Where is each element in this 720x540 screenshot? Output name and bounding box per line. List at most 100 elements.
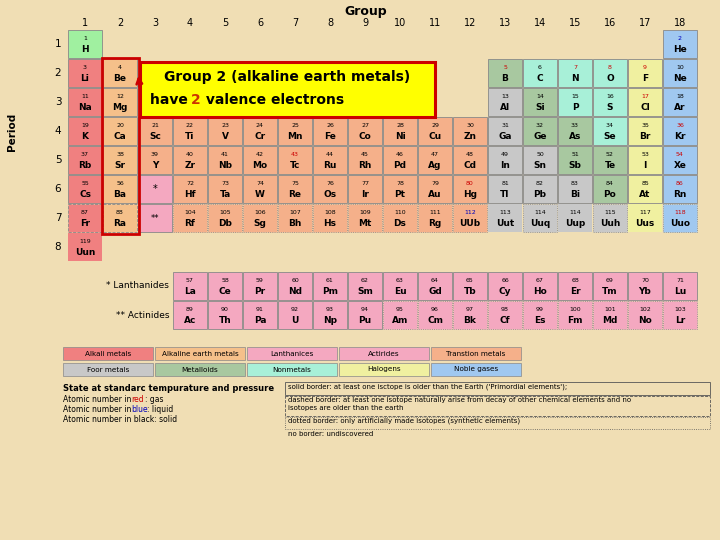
Text: 50: 50 (536, 152, 544, 157)
Text: Pa: Pa (253, 316, 266, 325)
Text: 28: 28 (396, 123, 404, 128)
Text: 85: 85 (641, 181, 649, 186)
Text: Group 2 (alkaline earth metals): Group 2 (alkaline earth metals) (164, 70, 410, 84)
Text: Bh: Bh (288, 219, 302, 228)
Text: 17: 17 (639, 18, 651, 28)
Text: Noble gases: Noble gases (454, 367, 498, 373)
Text: 84: 84 (606, 181, 614, 186)
Text: 65: 65 (466, 278, 474, 283)
Text: 5: 5 (503, 65, 507, 70)
Bar (418, 272, 452, 300)
Text: 96: 96 (431, 307, 439, 312)
Text: Pu: Pu (359, 316, 372, 325)
Text: 72: 72 (186, 181, 194, 186)
Text: Foor metals: Foor metals (87, 367, 129, 373)
Text: Mo: Mo (253, 161, 268, 170)
Text: Uus: Uus (635, 219, 654, 228)
Text: 81: 81 (501, 181, 509, 186)
Text: 4: 4 (118, 65, 122, 70)
Text: Li: Li (81, 74, 89, 83)
Bar (348, 175, 382, 203)
Text: Fr: Fr (80, 219, 90, 228)
Text: Uun: Uun (75, 248, 95, 257)
Text: 78: 78 (396, 181, 404, 186)
Text: At: At (639, 190, 651, 199)
Text: : gas: : gas (145, 395, 163, 404)
Text: Pb: Pb (534, 190, 546, 199)
Text: Lu: Lu (674, 287, 686, 296)
Text: Metalloids: Metalloids (181, 367, 218, 373)
Text: 5: 5 (55, 155, 61, 165)
Text: 53: 53 (641, 152, 649, 157)
Text: Si: Si (535, 103, 545, 112)
Bar (523, 301, 557, 329)
Text: 92: 92 (291, 307, 299, 312)
Text: U: U (292, 316, 299, 325)
Text: Lr: Lr (675, 316, 685, 325)
Bar (243, 117, 277, 145)
Text: 2: 2 (678, 36, 682, 41)
Bar (348, 146, 382, 174)
Text: Yb: Yb (639, 287, 652, 296)
Bar (453, 204, 487, 232)
Text: N: N (571, 74, 579, 83)
Bar (103, 175, 137, 203)
Text: 94: 94 (361, 307, 369, 312)
Text: 36: 36 (676, 123, 684, 128)
Text: Ru: Ru (323, 161, 337, 170)
Bar (488, 301, 522, 329)
Bar (348, 272, 382, 300)
Bar (278, 175, 312, 203)
Text: Tl: Tl (500, 190, 510, 199)
Text: Nb: Nb (218, 161, 232, 170)
Bar (488, 272, 522, 300)
Bar (383, 301, 417, 329)
Text: : liquid: : liquid (147, 405, 174, 414)
Text: Mn: Mn (287, 132, 302, 141)
Text: *: * (153, 184, 158, 194)
Bar (383, 272, 417, 300)
Text: 3: 3 (55, 97, 61, 107)
Text: 3: 3 (83, 65, 87, 70)
Bar (285, 417, 710, 429)
Text: F: F (642, 74, 648, 83)
Text: Hf: Hf (184, 190, 196, 199)
Text: 9: 9 (643, 65, 647, 70)
Text: Cf: Cf (500, 316, 510, 325)
Text: Ba: Ba (114, 190, 127, 199)
Bar (431, 347, 521, 360)
Text: 17: 17 (641, 94, 649, 99)
Text: 64: 64 (431, 278, 439, 283)
Text: 15: 15 (571, 94, 579, 99)
Text: 2: 2 (117, 18, 123, 28)
Text: Atomic number in: Atomic number in (63, 395, 134, 404)
Bar (243, 272, 277, 300)
Bar (663, 204, 697, 232)
Text: No: No (638, 316, 652, 325)
Text: Tm: Tm (602, 287, 618, 296)
Text: solid border: at least one isctope is older than the Earth ('Primordial elements: solid border: at least one isctope is ol… (288, 383, 567, 389)
Bar (383, 146, 417, 174)
Bar (593, 272, 627, 300)
Text: 101: 101 (604, 307, 616, 312)
Text: Cs: Cs (79, 190, 91, 199)
Text: S: S (607, 103, 613, 112)
Bar (593, 88, 627, 116)
Text: Po: Po (603, 190, 616, 199)
Text: 48: 48 (466, 152, 474, 157)
Bar (453, 117, 487, 145)
Bar (138, 117, 172, 145)
Bar (339, 347, 429, 360)
Bar (68, 59, 102, 87)
Text: Uuq: Uuq (530, 219, 550, 228)
Bar (173, 204, 207, 232)
Text: 2: 2 (191, 93, 201, 107)
Text: 70: 70 (641, 278, 649, 283)
Text: B: B (502, 74, 508, 83)
Text: 4: 4 (55, 126, 61, 136)
Text: Fm: Fm (567, 316, 582, 325)
Text: Sr: Sr (114, 161, 125, 170)
Text: Transtion metals: Transtion metals (446, 350, 505, 356)
Bar (243, 175, 277, 203)
Text: Co: Co (359, 132, 372, 141)
